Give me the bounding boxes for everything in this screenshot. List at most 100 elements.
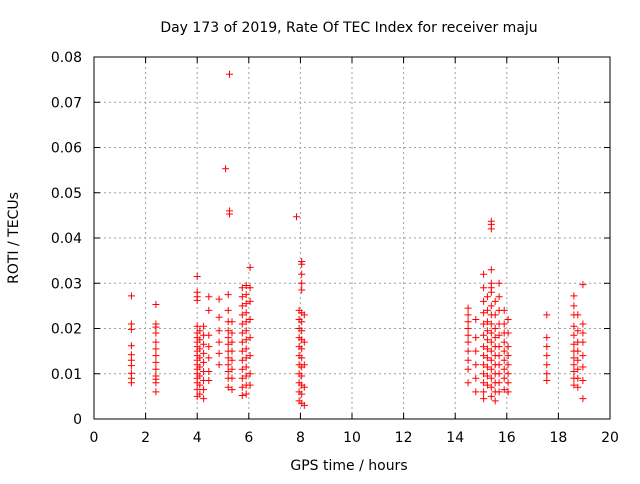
data-point [495,388,503,396]
data-point [300,401,308,409]
data-point [205,377,213,384]
data-point [242,390,250,398]
data-point [500,374,508,382]
data-point [228,347,236,355]
data-point [504,316,512,323]
data-point [579,395,587,403]
data-point [543,334,551,342]
data-point [224,340,232,348]
data-point [238,347,246,355]
data-point [193,273,201,280]
data-point [196,372,204,380]
data-point [570,368,578,375]
data-point [543,370,551,378]
data-point [242,300,250,308]
data-point [127,292,135,300]
data-point [228,374,236,382]
data-point [480,370,488,378]
data-point [246,284,254,292]
data-point [464,311,472,319]
data-point [200,340,208,348]
data-point [242,309,250,317]
data-point [193,386,201,394]
data-point [491,334,499,342]
data-point [242,318,250,326]
data-point [200,395,208,403]
data-point [246,263,254,271]
data-point [200,322,208,330]
data-point [242,327,250,335]
data-point [491,297,499,305]
data-point [491,311,499,319]
data-point [480,297,488,305]
data-point [480,388,488,396]
data-point [570,302,578,310]
data-point [127,325,135,333]
data-point [483,293,491,301]
data-point [480,284,488,292]
data-point [483,372,491,380]
data-point [298,390,306,398]
data-point [464,304,472,312]
data-point [487,374,495,382]
data-point [480,331,488,339]
data-point [246,370,254,378]
data-point [224,361,232,369]
data-point [543,311,551,319]
y-tick-label: 0.01 [51,367,82,383]
data-point [215,361,223,369]
data-point [152,388,160,396]
data-point [298,279,306,287]
data-point [215,313,223,321]
data-point [224,368,232,375]
data-point [495,379,503,387]
data-point [246,381,254,389]
data-point [215,338,223,346]
data-point [491,397,499,405]
data-point [152,329,160,337]
data-point [152,365,160,373]
data-point [480,379,488,387]
data-point [504,370,512,378]
data-point [504,379,512,387]
data-point [487,329,495,337]
data-point [222,165,230,173]
data-point [196,363,204,371]
data-point [579,338,587,346]
data-point [487,338,495,346]
data-point [495,279,503,287]
data-point [495,293,503,301]
data-point [495,361,503,369]
data-point [228,338,236,346]
data-point [495,352,503,360]
data-point [152,301,160,308]
data-point [579,281,587,289]
data-points [127,70,587,409]
y-tick-label: 0.05 [51,186,82,202]
data-point [196,345,204,353]
data-point [246,352,254,360]
data-point [246,297,254,305]
data-point [242,354,250,362]
data-point [500,320,508,328]
data-point [487,383,495,391]
data-point [487,320,495,328]
data-point [570,292,578,300]
data-point [226,70,233,78]
data-point [574,347,582,355]
data-point [300,338,308,346]
data-point [200,358,208,366]
data-point [543,352,551,360]
data-point [472,374,480,382]
data-point [205,331,213,339]
data-point [487,347,495,355]
data-point [238,374,246,382]
data-point [464,318,472,326]
data-point [464,331,472,339]
data-point [224,291,232,299]
data-point [574,311,582,319]
data-point [483,327,491,335]
data-point [483,381,491,389]
x-tick-label: 2 [141,430,150,446]
